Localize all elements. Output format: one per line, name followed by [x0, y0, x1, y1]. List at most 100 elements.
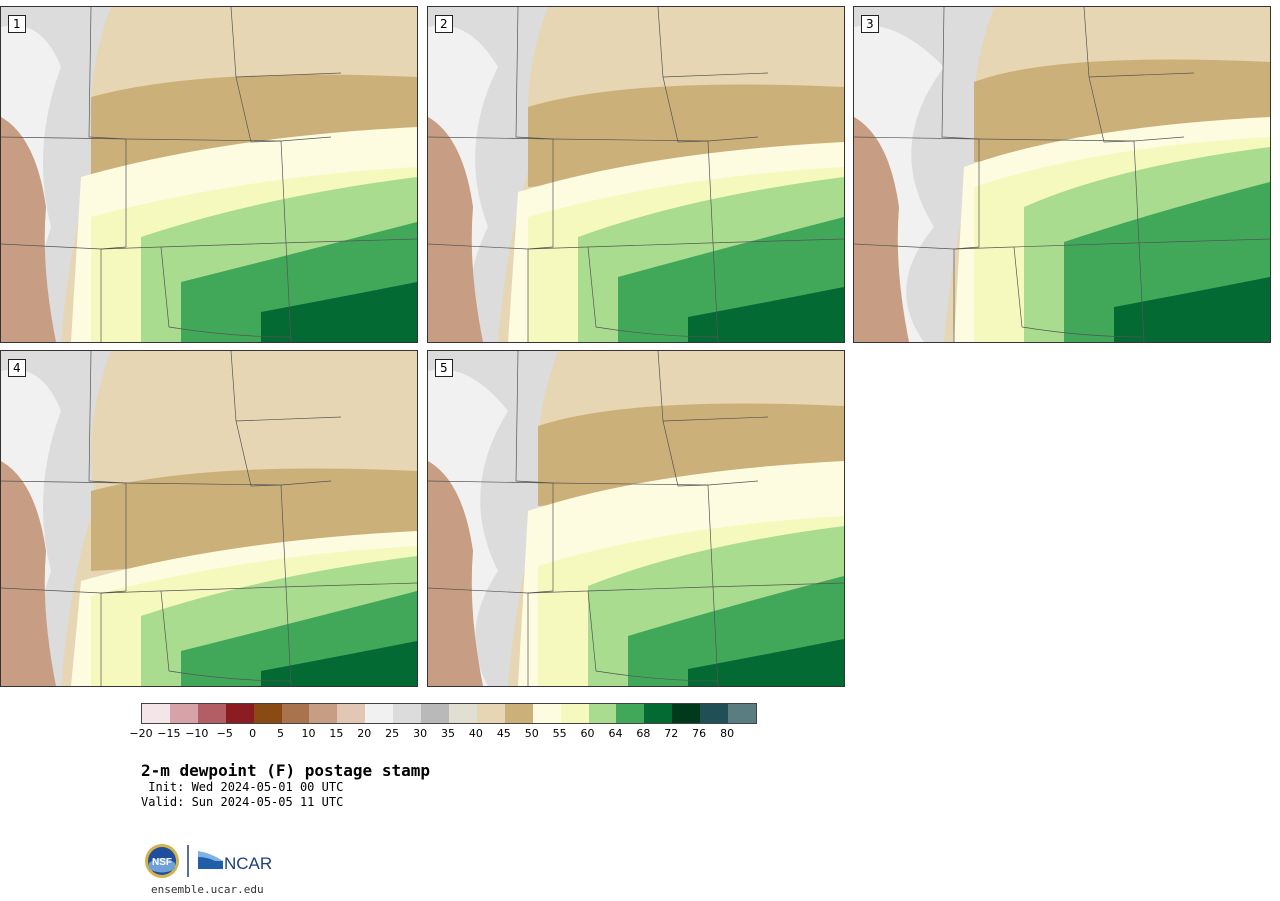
tropical-humid-region	[1114, 277, 1270, 342]
colorbar-swatch	[700, 704, 729, 723]
state-border	[854, 243, 955, 250]
colorbar-tick-label: −5	[216, 727, 233, 740]
state-border	[230, 351, 282, 487]
dewpoint-field	[428, 7, 844, 342]
very-dry-region	[854, 117, 909, 342]
colorbar-swatch	[337, 704, 366, 723]
state-border	[428, 587, 529, 594]
panel-label: 2	[435, 15, 453, 33]
colorbar-tick-label: 72	[664, 727, 679, 740]
state-border	[662, 416, 769, 422]
colorbar-tick-label: 68	[636, 727, 651, 740]
very-dry-region	[1, 117, 56, 342]
colorbar-tick-label: 0	[249, 727, 257, 740]
colorbar-swatch	[588, 704, 617, 723]
very-dry-region	[428, 461, 483, 686]
colorbar-tick-label: 80	[720, 727, 735, 740]
colorbar-tick-label: 45	[496, 727, 511, 740]
state-border	[160, 590, 292, 682]
state-border	[1088, 72, 1195, 78]
dewpoint-field	[1, 7, 417, 342]
colorbar-swatch	[197, 704, 226, 723]
colorbar-swatch	[142, 704, 170, 723]
colorbar-tick-label: −15	[157, 727, 181, 740]
state-border	[707, 140, 719, 342]
state-border	[160, 246, 292, 338]
tropical-humid-region	[688, 287, 844, 342]
state-border	[235, 416, 342, 422]
state-border	[657, 351, 709, 487]
state-border	[428, 136, 554, 140]
state-border	[941, 7, 980, 342]
figure-title: 2-m dewpoint (F) postage stamp	[141, 761, 430, 780]
postage-stamp-map-4: 4	[0, 350, 418, 687]
postage-stamp-map-5: 5	[427, 350, 845, 687]
colorbar-swatch	[393, 704, 422, 723]
state-border	[587, 246, 719, 338]
tropical-humid-region	[261, 282, 417, 342]
postage-stamp-map-1: 1	[0, 6, 418, 343]
colorbar-swatch	[225, 704, 254, 723]
state-border	[1, 136, 127, 140]
colorbar-tick-label: 5	[277, 727, 285, 740]
dewpoint-field	[854, 7, 1270, 342]
colorbar-tick-label: 30	[413, 727, 428, 740]
colorbar-tick-label: 64	[608, 727, 623, 740]
nsf-ncar-logo: NSF NCAR	[145, 844, 272, 878]
colorbar-tick-label: 15	[329, 727, 344, 740]
postage-stamp-map-2: 2	[427, 6, 845, 343]
colorbar-tick-label: 10	[301, 727, 316, 740]
state-border	[428, 480, 554, 484]
colorbar-swatch	[532, 704, 561, 723]
colorbar-swatch	[560, 704, 589, 723]
colorbar-swatch	[421, 704, 449, 723]
state-border	[1, 480, 127, 484]
colorbar-tick-labels: −20 −15 −10 −5 0 5 10 15 20 25 30 35 40 45 50 55 60 64 68 7…	[129, 727, 755, 741]
state-border	[280, 140, 292, 342]
colorbar-tick-label: 35	[441, 727, 455, 740]
website-url: ensemble.ucar.edu	[151, 883, 264, 896]
colorbar-tick-label: 55	[552, 727, 567, 740]
state-border	[1, 587, 102, 594]
state-border	[657, 7, 709, 143]
colorbar-swatch	[309, 704, 338, 723]
colorbar-swatch	[728, 704, 756, 723]
state-border	[235, 72, 342, 78]
colorbar-tick-label: −10	[185, 727, 209, 740]
panel-label: 4	[8, 359, 26, 377]
colorbar-swatch	[504, 704, 533, 723]
colorbar-tick-label: 20	[357, 727, 372, 740]
svg-text:NCAR: NCAR	[224, 854, 272, 873]
state-border	[1083, 7, 1135, 143]
state-border	[88, 351, 127, 686]
panel-label: 1	[8, 15, 26, 33]
state-border	[515, 7, 554, 342]
very-dry-region	[1, 461, 56, 686]
state-border	[662, 72, 769, 78]
panel-label: 3	[861, 15, 879, 33]
colorbar-swatch	[672, 704, 701, 723]
state-border	[515, 351, 554, 686]
colorbar-swatch	[476, 704, 505, 723]
colorbar-swatch	[644, 704, 673, 723]
state-border	[1013, 246, 1145, 338]
colorbar-swatch	[281, 704, 310, 723]
colorbar-swatch	[448, 704, 477, 723]
state-border	[1, 243, 102, 250]
state-border	[280, 484, 292, 686]
svg-text:NSF: NSF	[152, 857, 172, 868]
valid-time: Valid: Sun 2024-05-05 11 UTC	[141, 795, 344, 809]
state-border	[88, 7, 127, 342]
tropical-humid-region	[261, 641, 417, 686]
colorbar-swatch	[616, 704, 645, 723]
colorbar-tick-label: 25	[385, 727, 400, 740]
state-border	[587, 590, 719, 682]
state-border	[1133, 140, 1145, 342]
colorbar-tick-label: 50	[524, 727, 539, 740]
ncar-logo-icon: NCAR	[198, 851, 272, 873]
colorbar-tick-label: 40	[468, 727, 483, 740]
colorbar	[141, 703, 757, 724]
colorbar-tick-label: 76	[692, 727, 707, 740]
state-border	[428, 243, 529, 250]
colorbar-swatch	[253, 704, 282, 723]
